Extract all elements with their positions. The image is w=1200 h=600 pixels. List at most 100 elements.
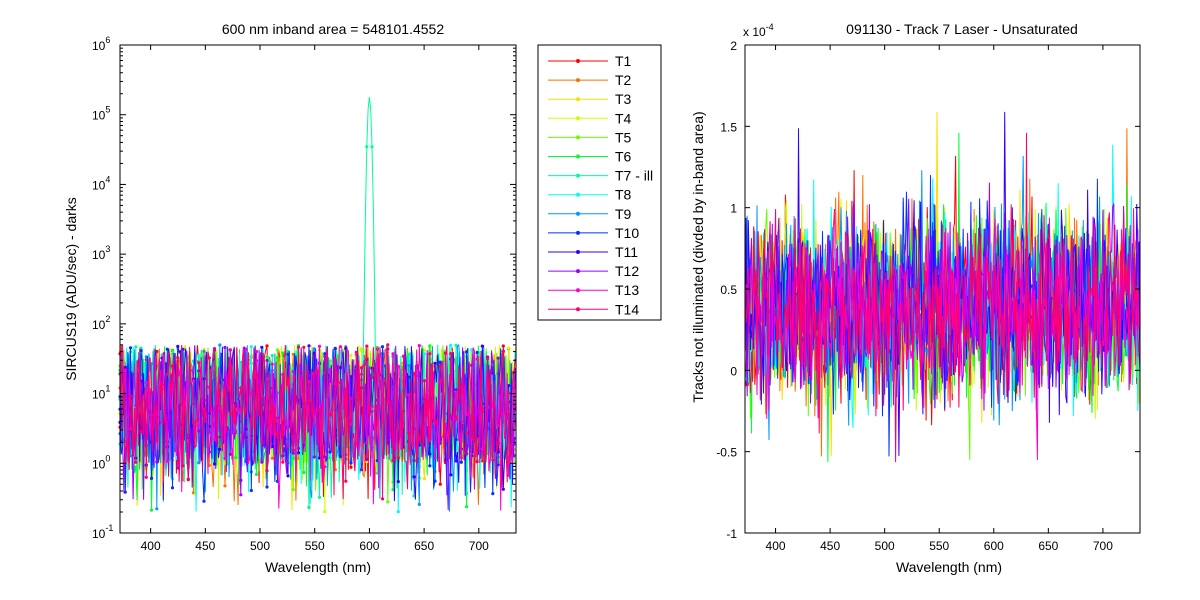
left-y-tick-label: 106 xyxy=(92,35,110,53)
left-series-point xyxy=(134,345,138,349)
left-series-point xyxy=(422,379,427,383)
left-series-point xyxy=(212,462,217,466)
left-series-point xyxy=(349,397,353,401)
left-series-point xyxy=(228,452,232,456)
left-series-point xyxy=(422,477,427,481)
left-series-point xyxy=(286,377,290,381)
left-y-tick-label: 10-1 xyxy=(92,523,113,541)
right-y-tick-label: 0.5 xyxy=(720,283,737,297)
left-series-point xyxy=(307,373,311,377)
left-series-point xyxy=(275,356,280,360)
left-series-point xyxy=(128,427,133,431)
left-series-point xyxy=(291,451,295,455)
left-series-point xyxy=(433,361,437,365)
left-series-point xyxy=(480,406,484,410)
legend-item: T10 xyxy=(548,225,639,241)
left-series-point xyxy=(417,436,421,440)
left-series-point xyxy=(244,459,248,463)
left-series-point xyxy=(449,473,453,477)
left-series-point xyxy=(249,488,253,493)
left-series-point xyxy=(480,344,484,348)
left-series-point xyxy=(459,386,463,390)
legend-item: T13 xyxy=(548,282,639,298)
left-series-point xyxy=(265,358,269,363)
left-series-point xyxy=(286,444,290,448)
left-series-point xyxy=(501,349,505,353)
left-series-point xyxy=(270,456,274,460)
left-x-tick-label: 650 xyxy=(414,539,434,553)
left-series-point xyxy=(496,424,500,428)
left-series-point xyxy=(265,344,269,348)
left-series-point xyxy=(218,343,222,347)
left-series-point xyxy=(365,457,369,461)
left-series-point xyxy=(438,360,442,364)
legend-marker xyxy=(576,288,580,293)
left-series-line xyxy=(119,344,516,500)
legend-item: T7 - ill xyxy=(548,168,653,184)
left-series-point xyxy=(291,448,295,452)
left-series-point xyxy=(244,347,248,351)
left-series-point xyxy=(155,507,159,511)
right-y-tick-label: 1.5 xyxy=(720,120,737,134)
left-series-point xyxy=(197,353,201,358)
legend-marker xyxy=(576,173,580,178)
left-x-axis-label: Wavelength (nm) xyxy=(265,559,371,575)
left-y-tick-label: 100 xyxy=(92,453,110,471)
right-series-line xyxy=(744,208,1141,460)
left-series-point xyxy=(233,456,238,460)
left-chart-title: 600 nm inband area = 548101.4552 xyxy=(222,21,444,37)
left-series-point xyxy=(323,371,327,375)
left-series-point xyxy=(202,349,206,353)
left-chart: 400 450 500 550 600 650 700 10-110010110210310… xyxy=(63,21,517,575)
left-series-point xyxy=(454,459,458,463)
left-series-point xyxy=(149,508,154,512)
left-series-point xyxy=(465,431,469,435)
left-series-point xyxy=(249,345,253,349)
right-y-tick-label: -1 xyxy=(726,527,737,541)
left-series-point xyxy=(170,486,175,490)
legend-marker xyxy=(576,211,580,216)
legend-label: T8 xyxy=(615,187,632,203)
left-series-point xyxy=(323,352,327,356)
left-series-point xyxy=(223,387,227,391)
left-series-point xyxy=(449,352,453,356)
legend: T1 T2 T3 T4 T5 T6 T7 - ill T8 T9 T10 T11 T12 T13 T14 xyxy=(537,44,662,321)
left-series-point xyxy=(223,484,227,488)
left-series-point xyxy=(254,373,259,377)
left-series-point xyxy=(275,419,280,423)
left-series-point xyxy=(249,417,253,421)
left-series-point xyxy=(260,440,264,444)
left-series-point xyxy=(407,363,411,368)
left-series-point xyxy=(197,361,201,365)
left-series-point xyxy=(365,441,369,445)
left-series-point xyxy=(197,461,201,465)
left-series-point xyxy=(349,461,353,465)
left-series-point xyxy=(507,391,511,395)
left-series-point xyxy=(470,435,474,439)
legend-label: T2 xyxy=(615,72,632,88)
left-series-point xyxy=(333,357,337,362)
left-series-point xyxy=(265,469,269,473)
left-series-point xyxy=(396,456,400,460)
legend-label: T11 xyxy=(615,244,638,260)
right-x-tick-label: 650 xyxy=(1038,539,1058,553)
left-series-point xyxy=(454,417,458,421)
left-series-point xyxy=(207,424,211,429)
legend-marker xyxy=(576,154,580,159)
left-series-point xyxy=(438,380,442,384)
left-series-point xyxy=(144,475,148,479)
left-series-point xyxy=(265,485,269,489)
legend-label: T6 xyxy=(615,149,632,165)
left-series-point xyxy=(386,500,390,504)
left-series-point xyxy=(270,403,274,407)
left-axes-frame xyxy=(119,44,517,534)
left-series-point xyxy=(349,465,353,469)
left-series-point xyxy=(501,344,505,348)
left-y-tick-label: 104 xyxy=(92,174,110,192)
left-series-point xyxy=(417,344,421,348)
left-series-point xyxy=(375,347,379,351)
legend-item: T4 xyxy=(548,110,632,126)
left-series-point xyxy=(433,456,437,460)
left-series-point xyxy=(307,344,311,348)
left-series-point xyxy=(197,423,201,427)
